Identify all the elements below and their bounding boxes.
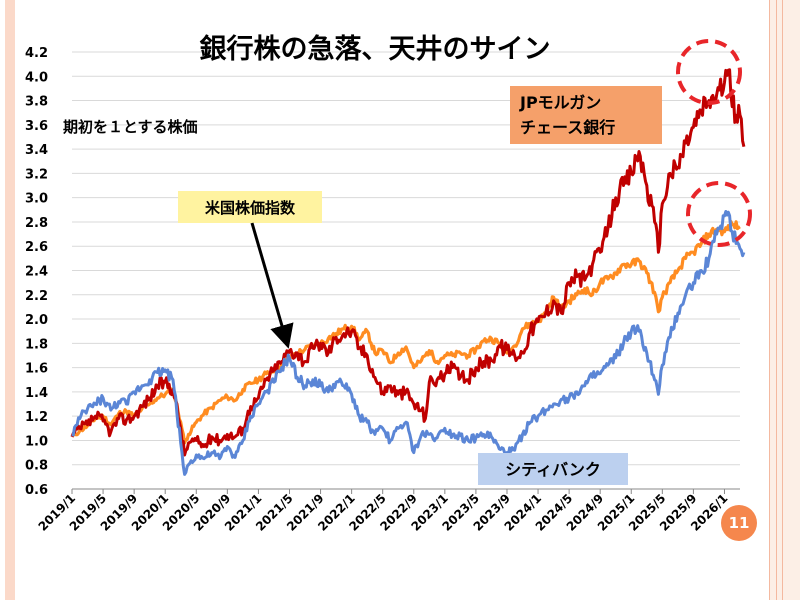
slide-right-border <box>769 0 800 600</box>
x-axis-ticks: 2019/12019/52019/92020/12020/52020/92021… <box>36 489 731 534</box>
y-tick-label: 2.8 <box>25 216 48 231</box>
y-tick-label: 4.2 <box>25 46 48 61</box>
y-tick-label: 3.2 <box>25 167 48 182</box>
y-tick-label: 1.8 <box>25 337 48 352</box>
grid <box>72 51 740 490</box>
citi-peak-circle <box>686 181 752 247</box>
series-line-citi <box>71 210 746 476</box>
series-line-index <box>70 220 741 445</box>
slide-left-border <box>5 0 15 600</box>
y-tick-label: 0.8 <box>25 459 48 474</box>
y-tick-label: 1.2 <box>25 410 48 425</box>
series-line-jpm <box>70 68 746 457</box>
y-tick-label: 2.6 <box>25 240 48 255</box>
y-tick-label: 2.2 <box>25 289 48 304</box>
jpm-peak-circle <box>676 39 742 105</box>
y-tick-label: 1.0 <box>25 434 48 449</box>
series-lines <box>70 68 746 476</box>
y-tick-label: 2.0 <box>25 313 48 328</box>
y-tick-label: 1.6 <box>25 362 48 377</box>
jpm-label-line2: チェース銀行 <box>520 118 615 137</box>
index-label-box <box>178 191 322 223</box>
page-number-badge: 11 <box>721 505 757 541</box>
citi-label-box <box>478 453 628 485</box>
index-series-label: 米国株価指数 <box>205 199 296 217</box>
jpm-label-line1: JPモルガン <box>519 93 601 112</box>
y-tick-label: 3.6 <box>25 119 48 134</box>
y-tick-label: 2.4 <box>25 265 48 280</box>
y-tick-label: 4.0 <box>25 70 48 85</box>
y-axis-note: 期初を１とする株価 <box>63 118 198 136</box>
index-arrow <box>250 222 294 349</box>
chart-title: 銀行株の急落、天井のサイン <box>200 33 551 65</box>
y-axis-ticks: 0.6 0.8 1.0 1.2 1.4 1.6 1.8 2.0 2.2 2.4 2.6 2.8 3.0 3… <box>25 46 48 498</box>
y-tick-label: 3.8 <box>25 95 48 110</box>
y-tick-label: 1.4 <box>25 386 48 401</box>
citi-series-label: シティバンク <box>505 460 601 479</box>
y-tick-label: 0.6 <box>25 483 48 498</box>
jpm-label-box <box>510 86 662 144</box>
y-tick-label: 3.4 <box>25 143 48 158</box>
y-tick-label: 3.0 <box>25 192 48 207</box>
